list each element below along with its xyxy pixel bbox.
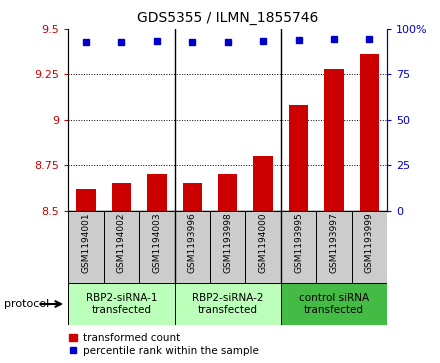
Bar bbox=[112, 183, 131, 211]
Bar bbox=[281, 211, 316, 283]
Text: GSM1194003: GSM1194003 bbox=[152, 213, 161, 273]
Bar bbox=[175, 211, 210, 283]
Bar bbox=[324, 69, 344, 211]
Bar bbox=[183, 183, 202, 211]
Bar bbox=[253, 156, 273, 211]
Bar bbox=[289, 105, 308, 211]
Bar bbox=[104, 211, 139, 283]
Text: GSM1193995: GSM1193995 bbox=[294, 213, 303, 273]
Bar bbox=[68, 283, 175, 325]
Text: GSM1193998: GSM1193998 bbox=[223, 213, 232, 273]
Bar bbox=[76, 189, 95, 211]
Text: RBP2-siRNA-1
transfected: RBP2-siRNA-1 transfected bbox=[86, 293, 157, 315]
Bar bbox=[218, 174, 238, 211]
Bar bbox=[316, 211, 352, 283]
Bar bbox=[147, 174, 167, 211]
Text: GSM1194002: GSM1194002 bbox=[117, 213, 126, 273]
Text: RBP2-siRNA-2
transfected: RBP2-siRNA-2 transfected bbox=[192, 293, 264, 315]
Bar bbox=[246, 211, 281, 283]
Bar bbox=[68, 211, 104, 283]
Legend: transformed count, percentile rank within the sample: transformed count, percentile rank withi… bbox=[69, 333, 258, 356]
Bar bbox=[210, 211, 246, 283]
Title: GDS5355 / ILMN_1855746: GDS5355 / ILMN_1855746 bbox=[137, 11, 319, 25]
Bar bbox=[139, 211, 175, 283]
Text: GSM1193997: GSM1193997 bbox=[330, 213, 338, 273]
Text: GSM1193999: GSM1193999 bbox=[365, 213, 374, 273]
Text: GSM1194000: GSM1194000 bbox=[259, 213, 268, 273]
Text: GSM1193996: GSM1193996 bbox=[188, 213, 197, 273]
Bar bbox=[281, 283, 387, 325]
Text: GSM1194001: GSM1194001 bbox=[81, 213, 91, 273]
Bar bbox=[360, 54, 379, 211]
Text: control siRNA
transfected: control siRNA transfected bbox=[299, 293, 369, 315]
Bar bbox=[175, 283, 281, 325]
Bar bbox=[352, 211, 387, 283]
Text: protocol: protocol bbox=[4, 299, 50, 309]
